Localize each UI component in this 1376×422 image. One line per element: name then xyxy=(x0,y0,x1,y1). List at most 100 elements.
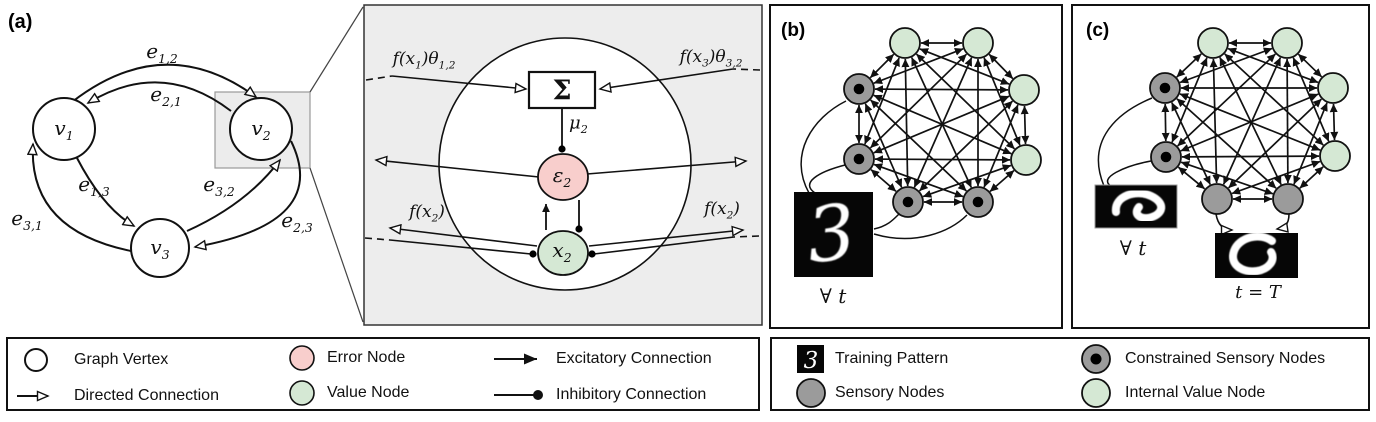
network-edge xyxy=(873,48,964,84)
constraint-dot xyxy=(853,83,865,95)
edge-e12-curve xyxy=(71,63,256,103)
network-edge xyxy=(1283,58,1292,184)
constrained-dot xyxy=(1090,353,1102,365)
inhibitory-dot xyxy=(558,145,566,153)
edge-e13-curve xyxy=(76,157,134,226)
network-edge xyxy=(1209,58,1221,184)
dashed-tail xyxy=(732,68,761,71)
inhibitory-dot xyxy=(588,250,596,258)
network-edge xyxy=(989,169,1015,193)
sensory-node xyxy=(1272,183,1304,215)
label-fx2-right: f(x2) xyxy=(704,199,740,222)
dashed-tail xyxy=(365,75,393,81)
network-edge xyxy=(1181,152,1320,161)
internal-value-node-icon xyxy=(1081,378,1111,408)
legend-label-internal-value-node: Internal Value Node xyxy=(1125,384,1266,401)
internal-value-node xyxy=(889,27,921,59)
edge-e31-curve xyxy=(33,144,132,252)
network-edge xyxy=(1020,105,1030,145)
sum-box xyxy=(527,70,597,110)
legend-label-constrained-sensory-nodes: Constrained Sensory Nodes xyxy=(1125,350,1326,367)
inhibitory-dot xyxy=(575,225,583,233)
legend-label-directed-connection: Directed Connection xyxy=(74,387,219,404)
dashed-tail xyxy=(364,237,391,241)
constraint-dot xyxy=(853,153,865,165)
network-edge xyxy=(869,53,895,79)
error-out-right xyxy=(586,161,746,175)
internal-value-node xyxy=(1271,27,1303,59)
network-edge xyxy=(1161,103,1170,142)
output-arrow xyxy=(1215,213,1232,230)
network-edge xyxy=(874,155,1011,164)
internal-value-node xyxy=(1010,144,1042,176)
inhibitory-connection-dot xyxy=(533,390,543,400)
constraint-dot xyxy=(1160,151,1172,163)
edge-label-e21: e2,1 xyxy=(150,81,182,109)
legend-label-inhibitory-connection: Inhibitory Connection xyxy=(556,386,707,403)
vertex-label-v2: v2 xyxy=(251,115,271,143)
reconstructed-digit-stroke xyxy=(1229,232,1277,276)
input-line-right xyxy=(600,68,734,89)
legend-left-box xyxy=(6,337,760,411)
graph-vertex-icon xyxy=(24,348,48,372)
legend-right-box: 3 xyxy=(770,337,1370,411)
value-node-icon xyxy=(289,380,315,406)
network-edge xyxy=(983,104,1019,188)
network-edge xyxy=(870,168,897,193)
value-out-right xyxy=(588,230,743,247)
label-fx3-theta32: f(x3)θ3,2 xyxy=(679,47,743,70)
edge-e32-curve xyxy=(186,160,280,232)
network-edge xyxy=(1176,53,1202,78)
training-pattern-icon-digit: 3 xyxy=(804,348,819,374)
error-node-label: ε2 xyxy=(552,162,572,190)
legend-label-graph-vertex: Graph Vertex xyxy=(74,351,169,368)
value-in-left xyxy=(389,239,532,255)
panel-b-network xyxy=(843,27,1042,218)
panel-b-border xyxy=(769,4,1063,329)
label-fx2-left: f(x2) xyxy=(409,202,445,225)
network-edge xyxy=(1179,47,1273,84)
internal-value-node xyxy=(1317,72,1349,104)
graph-vertex-v3 xyxy=(130,218,190,278)
network-edge xyxy=(1299,166,1324,189)
edge-e21-curve xyxy=(88,81,232,112)
internal-value-node xyxy=(1319,140,1351,172)
edge-label-e32: e3,2 xyxy=(203,171,235,199)
output-arrow xyxy=(1277,213,1290,229)
callout-line-top xyxy=(309,6,364,93)
network-edge xyxy=(1297,53,1323,78)
legend-label-excitatory-connection: Excitatory Connection xyxy=(556,350,712,367)
network-edge xyxy=(864,103,903,188)
graph-vertex-v1 xyxy=(32,97,96,161)
error-out-left xyxy=(376,160,540,178)
legend-label-training-pattern: Training Pattern xyxy=(835,350,949,367)
callout-line-bottom xyxy=(309,167,364,323)
legend-right-border xyxy=(770,337,1370,411)
forall-t-label-c: ∀ t xyxy=(1119,236,1147,260)
inset-panel xyxy=(363,4,763,326)
edge-e23-curve xyxy=(195,140,301,247)
network-edge xyxy=(919,48,1010,85)
network-edge xyxy=(1171,102,1211,185)
panel-c-border xyxy=(1071,4,1370,329)
panel-c xyxy=(1071,4,1370,329)
forall-t-label-b: ∀ t xyxy=(819,284,847,308)
constraint-dot xyxy=(1159,82,1171,94)
panel-c-network xyxy=(1149,27,1351,215)
dashed-tail xyxy=(733,235,760,238)
network-edge xyxy=(901,58,912,187)
sensory-node-icon xyxy=(796,378,826,408)
network-edge xyxy=(1227,47,1319,84)
graph-vertex-v2 xyxy=(229,97,293,161)
internal-value-node xyxy=(1008,74,1040,106)
sensory-node xyxy=(1201,183,1233,215)
training-digit: 3 xyxy=(802,187,859,281)
value-node xyxy=(537,230,589,276)
legend-label-sensory-nodes: Sensory Nodes xyxy=(835,384,945,401)
t-equals-T-label: t = T xyxy=(1235,282,1281,303)
vertex-label-v3: v3 xyxy=(150,234,170,262)
value-node-label: x2 xyxy=(552,237,572,265)
edge-label-e13: e1,3 xyxy=(78,171,110,199)
